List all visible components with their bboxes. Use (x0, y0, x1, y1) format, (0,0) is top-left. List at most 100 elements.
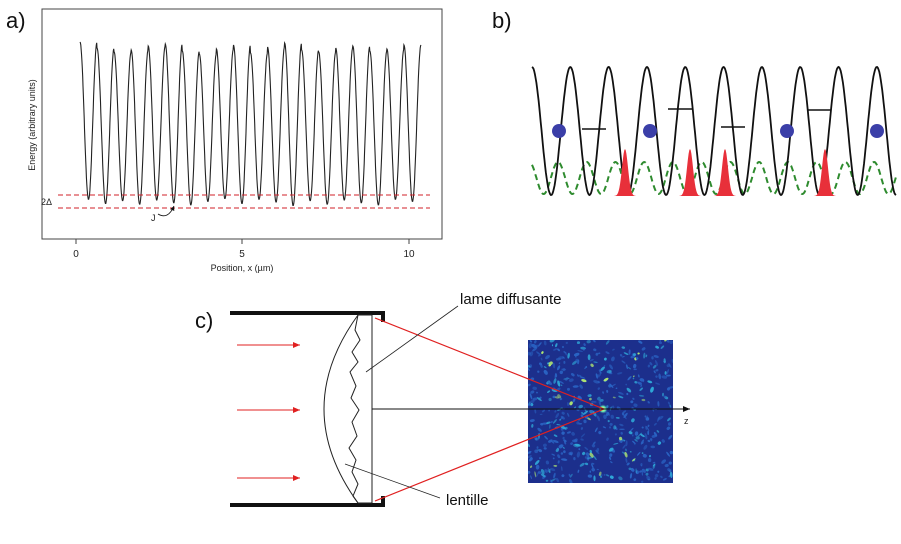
speckle-grain (585, 452, 590, 457)
speckle-grain (600, 366, 605, 372)
speckle-grain (635, 357, 639, 360)
speckle-grain (534, 449, 539, 454)
disorder-potential-dashed-curve (531, 160, 897, 196)
speckle-grain (536, 391, 538, 394)
speckle-grain (539, 413, 543, 415)
speckle-grain (551, 441, 555, 444)
speckle-grain (669, 450, 673, 455)
speckle-grain (654, 477, 657, 480)
speckle-grain (568, 378, 574, 383)
speckle-grain (536, 397, 542, 402)
speckle-grain (647, 424, 650, 428)
speckle-grain (624, 451, 628, 458)
x-tick-label: 5 (239, 249, 245, 260)
speckle-grain (625, 440, 628, 447)
speckle-grain (540, 473, 546, 478)
speckle-grain (567, 412, 570, 417)
speckle-grain (553, 348, 558, 351)
speckle-grain (622, 410, 627, 414)
speckle-grain (666, 451, 671, 457)
speckle-grain (529, 399, 535, 404)
panel-b-label: b) (492, 8, 512, 33)
speckle-grain (587, 394, 592, 398)
speckle-grain (579, 384, 583, 389)
speckle-grain (529, 340, 533, 343)
speckle-grain (660, 345, 665, 349)
speckle-grain (586, 417, 591, 421)
speckle-grain (569, 473, 573, 478)
speckle-grain (567, 387, 570, 391)
speckle-grain (612, 405, 615, 409)
speckle-grain (631, 418, 635, 423)
speckle-grain (529, 457, 533, 462)
speckle-grain (595, 373, 598, 379)
speckle-grain (534, 344, 539, 349)
speckle-grain (580, 427, 584, 430)
speckle-grain (642, 380, 645, 383)
speckle-grain (577, 359, 580, 365)
speckle-grain (668, 461, 672, 465)
speckle-grain (561, 345, 565, 349)
speckle-grain (536, 446, 539, 449)
speckle-grain (632, 397, 635, 400)
x-tick-label: 10 (403, 249, 415, 260)
speckle-grain (637, 352, 640, 355)
speckle-grain (628, 431, 633, 435)
speckle-grain (666, 387, 671, 391)
speckle-grain (623, 412, 628, 419)
speckle-grain (592, 340, 596, 343)
speckle-grain (561, 458, 568, 461)
speckle-grain (653, 370, 656, 374)
speckle-grain (541, 351, 544, 355)
speckle-grain (538, 449, 543, 453)
speckle-grain (579, 462, 585, 467)
speckle-grain (568, 473, 571, 477)
speckle-grain (593, 380, 600, 384)
speckle-grain (573, 457, 576, 461)
speckle-grain (629, 451, 632, 453)
speckle-grain (546, 421, 551, 425)
speckle-grain (645, 472, 649, 476)
speckle-grain (544, 469, 548, 473)
speckle-grain (602, 391, 605, 394)
speckle-grain (647, 430, 650, 436)
speckle-grain (635, 436, 640, 440)
speckle-grain (651, 356, 654, 360)
speckle-grain (528, 383, 531, 387)
z-axis-label: z (684, 416, 689, 426)
speckle-grain (629, 427, 634, 432)
speckle-grain (661, 375, 668, 379)
speckle-grain (554, 396, 560, 399)
speckle-grain (605, 351, 610, 355)
speckle-grain (550, 467, 556, 472)
speckle-grain (639, 470, 643, 473)
speckle-grain (579, 376, 586, 379)
speckle-grain (572, 360, 577, 365)
speckle-grain (598, 471, 602, 476)
speckle-grain (632, 377, 635, 380)
speckle-grain (634, 439, 638, 442)
speckle-grain (647, 467, 654, 471)
speckle-grain (543, 369, 548, 375)
speckle-grain (528, 367, 530, 372)
speckle-grain (650, 445, 656, 449)
speckle-grain (666, 340, 670, 343)
speckle-grain (632, 375, 635, 378)
speckle-grain (668, 435, 673, 440)
speckle-grain (609, 456, 612, 461)
speckle-grain (578, 374, 582, 377)
panel-b: b) (492, 8, 897, 197)
speckle-grain (537, 370, 540, 373)
speckle-grain (543, 366, 547, 369)
speckle-grain (529, 393, 533, 400)
speckle-grain (566, 402, 570, 407)
panel-a: a) 2Δ J 0 5 10 Position, x (µm) Energy (… (6, 8, 443, 273)
speckle-grain (641, 426, 644, 429)
speckle-grain (641, 468, 646, 473)
disordered-potential-curve (79, 40, 422, 207)
speckle-grain (657, 441, 662, 445)
speckle-grain (559, 370, 564, 375)
x-axis-ticks (75, 239, 410, 244)
speckle-grain (642, 453, 647, 458)
speckle-grain (610, 461, 613, 464)
